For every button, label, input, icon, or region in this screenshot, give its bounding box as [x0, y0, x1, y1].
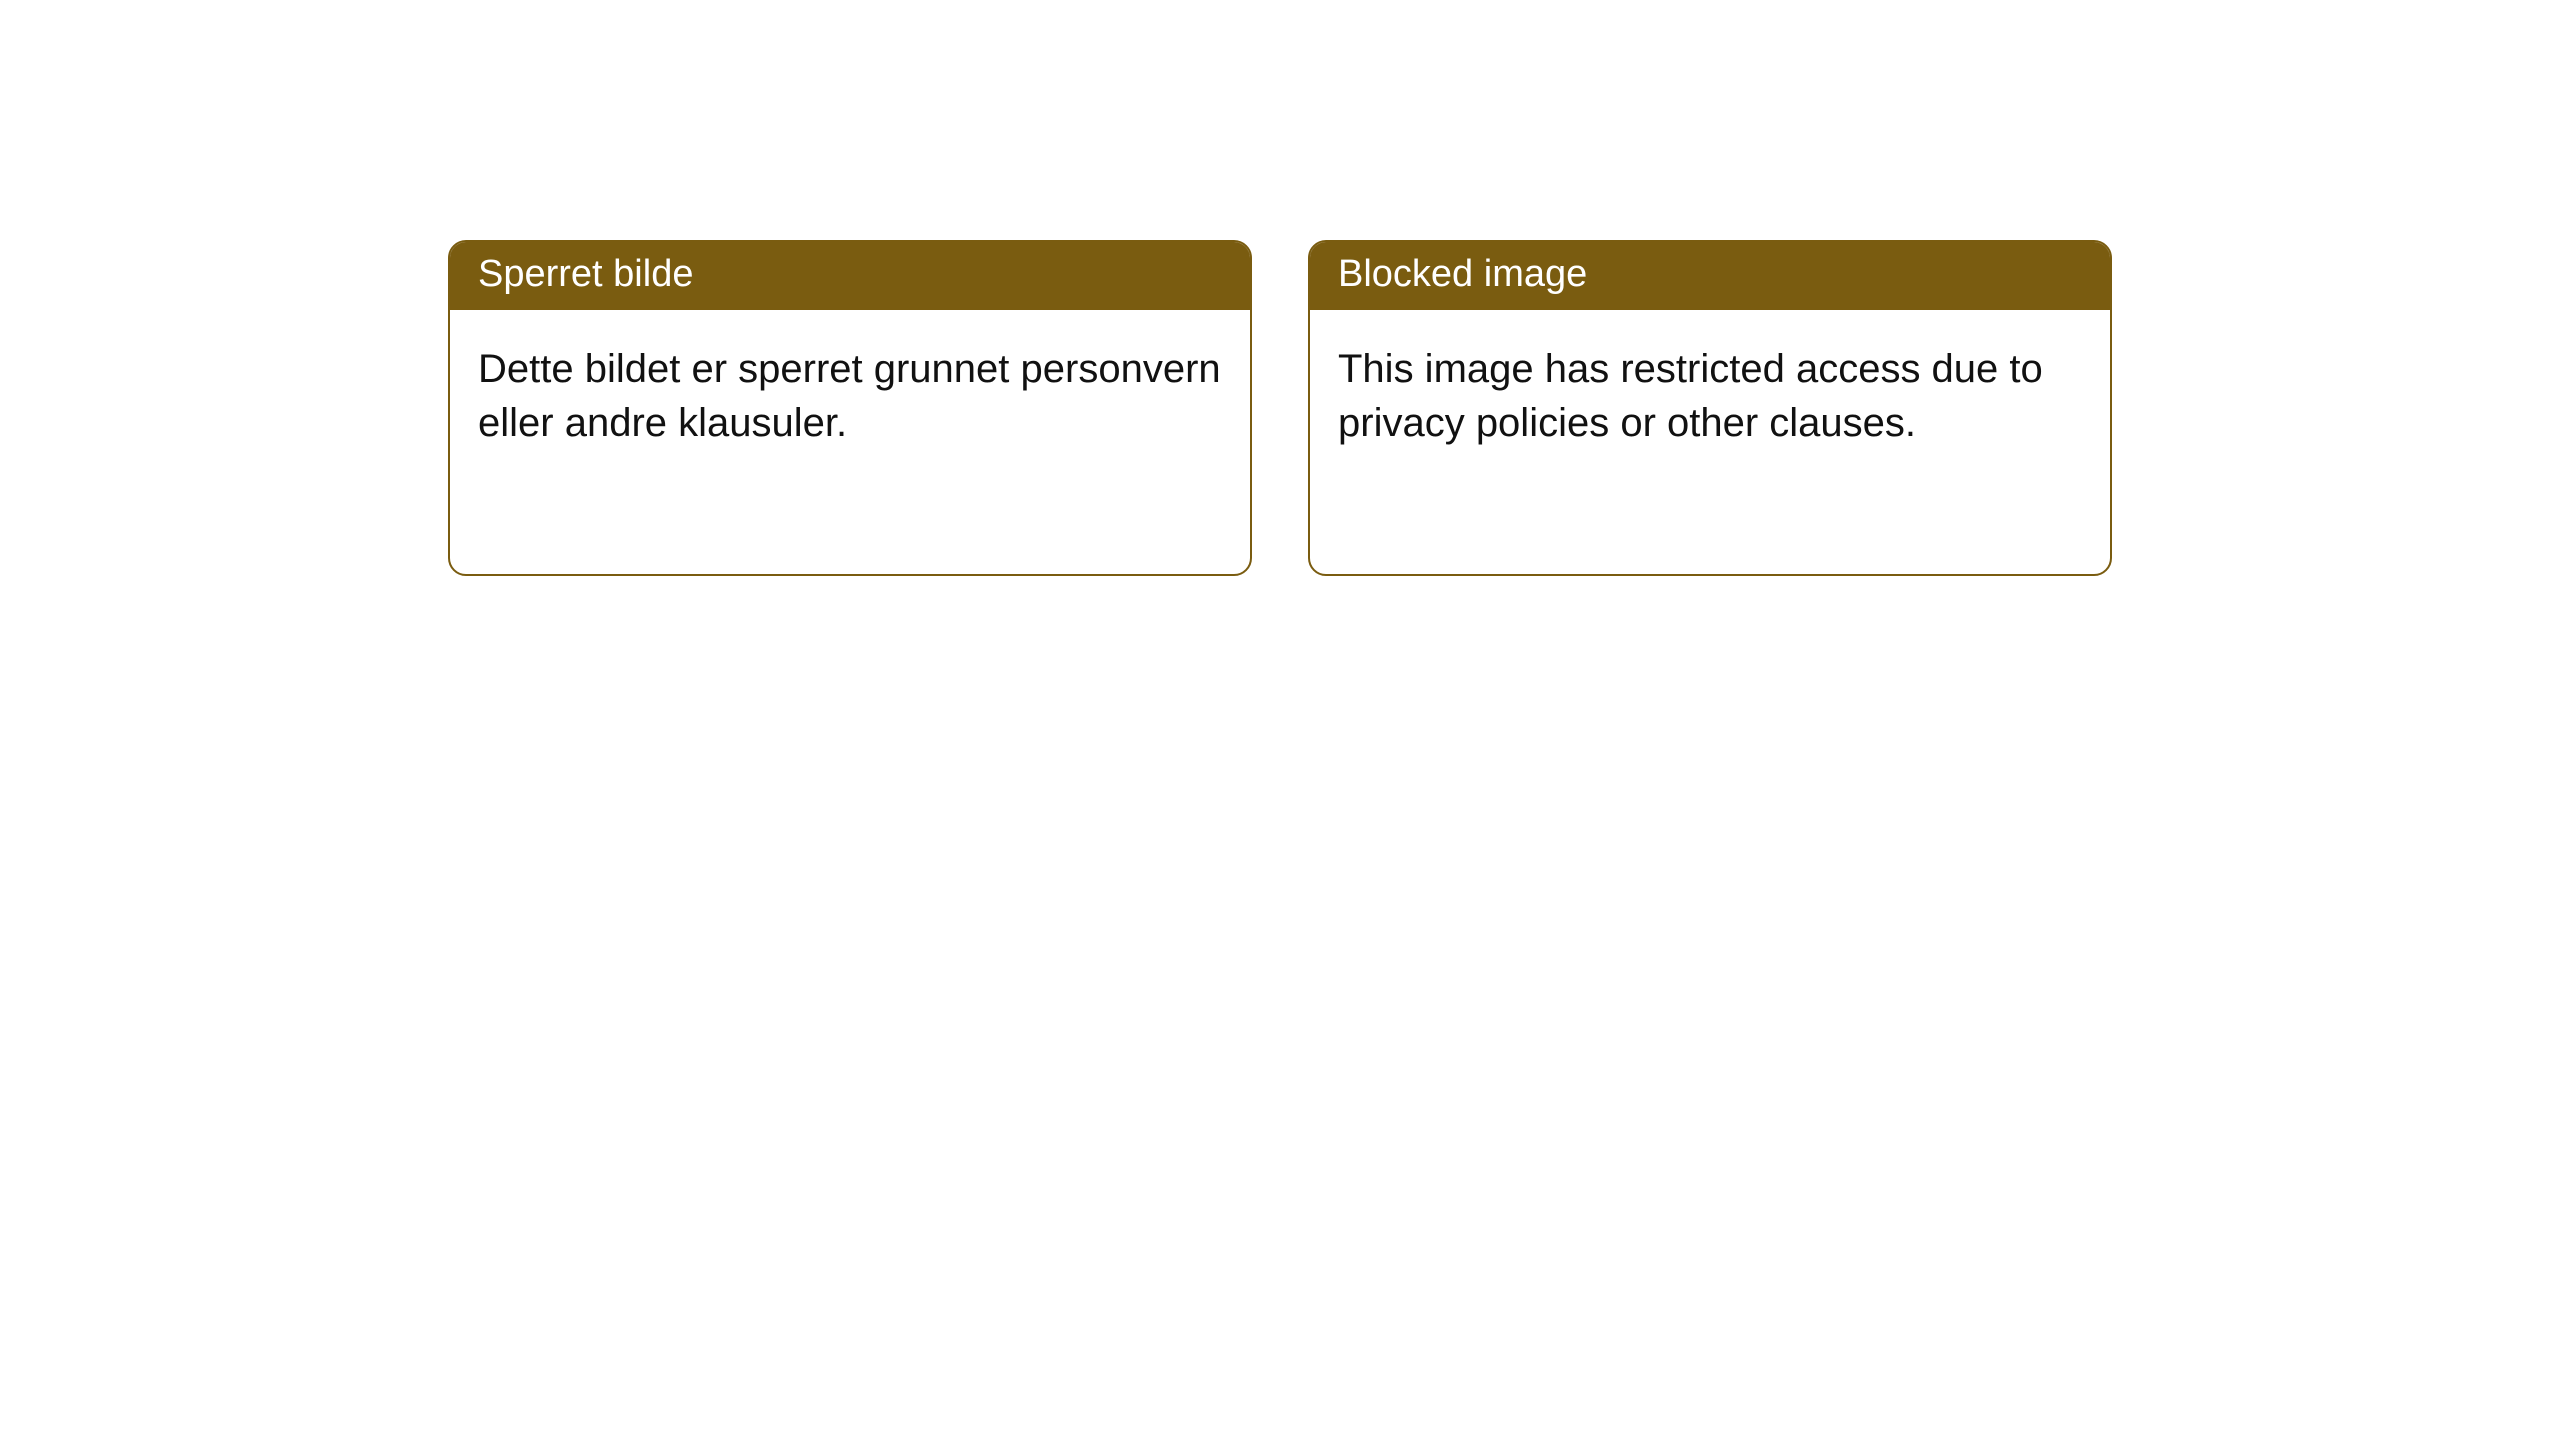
notice-card-title-en: Blocked image [1310, 242, 2110, 310]
notice-card-body-en: This image has restricted access due to … [1310, 310, 2110, 574]
notice-card-no: Sperret bilde Dette bildet er sperret gr… [448, 240, 1252, 576]
notice-card-title-no: Sperret bilde [450, 242, 1250, 310]
notice-card-body-no: Dette bildet er sperret grunnet personve… [450, 310, 1250, 574]
notice-cards-row: Sperret bilde Dette bildet er sperret gr… [0, 0, 2560, 576]
notice-card-en: Blocked image This image has restricted … [1308, 240, 2112, 576]
